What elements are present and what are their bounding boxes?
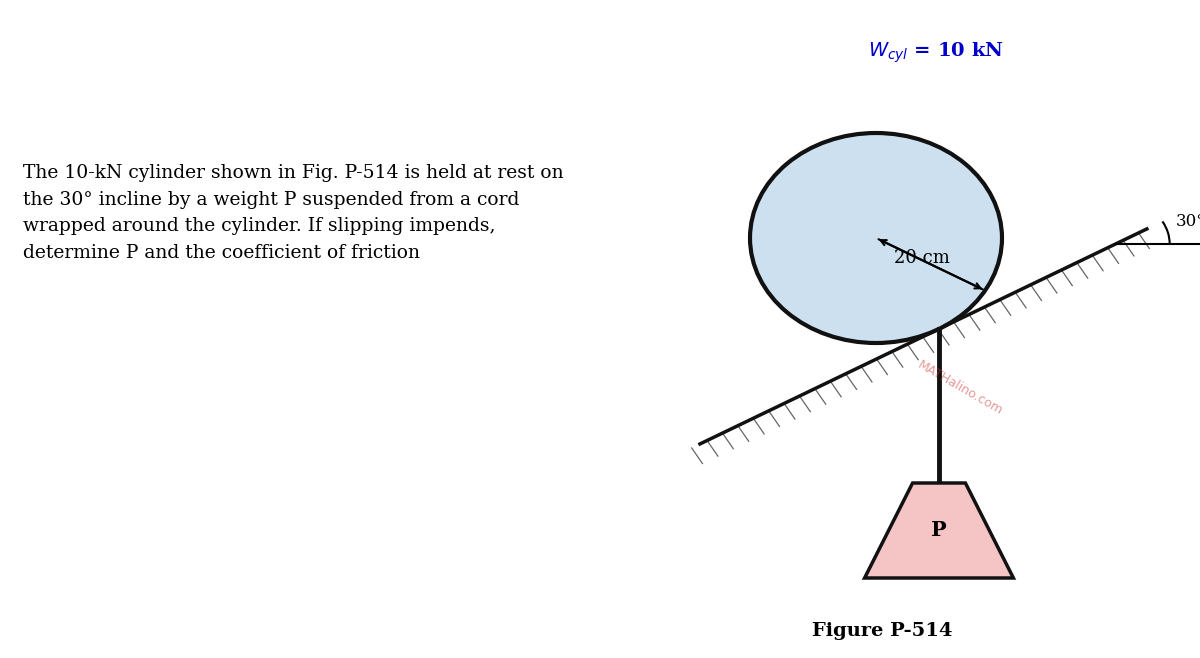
Text: P: P	[931, 520, 947, 540]
Text: 20 cm: 20 cm	[894, 249, 950, 267]
Text: 30°: 30°	[1176, 213, 1200, 230]
Text: MATHalino.com: MATHalino.com	[916, 359, 1004, 418]
Circle shape	[750, 133, 1002, 343]
Text: Figure P-514: Figure P-514	[811, 622, 953, 640]
Text: $W_{cyl}$ = 10 kN: $W_{cyl}$ = 10 kN	[868, 40, 1004, 64]
Text: The 10-kN cylinder shown in Fig. P-514 is held at rest on
the 30° incline by a w: The 10-kN cylinder shown in Fig. P-514 i…	[23, 164, 563, 262]
Polygon shape	[864, 483, 1013, 578]
